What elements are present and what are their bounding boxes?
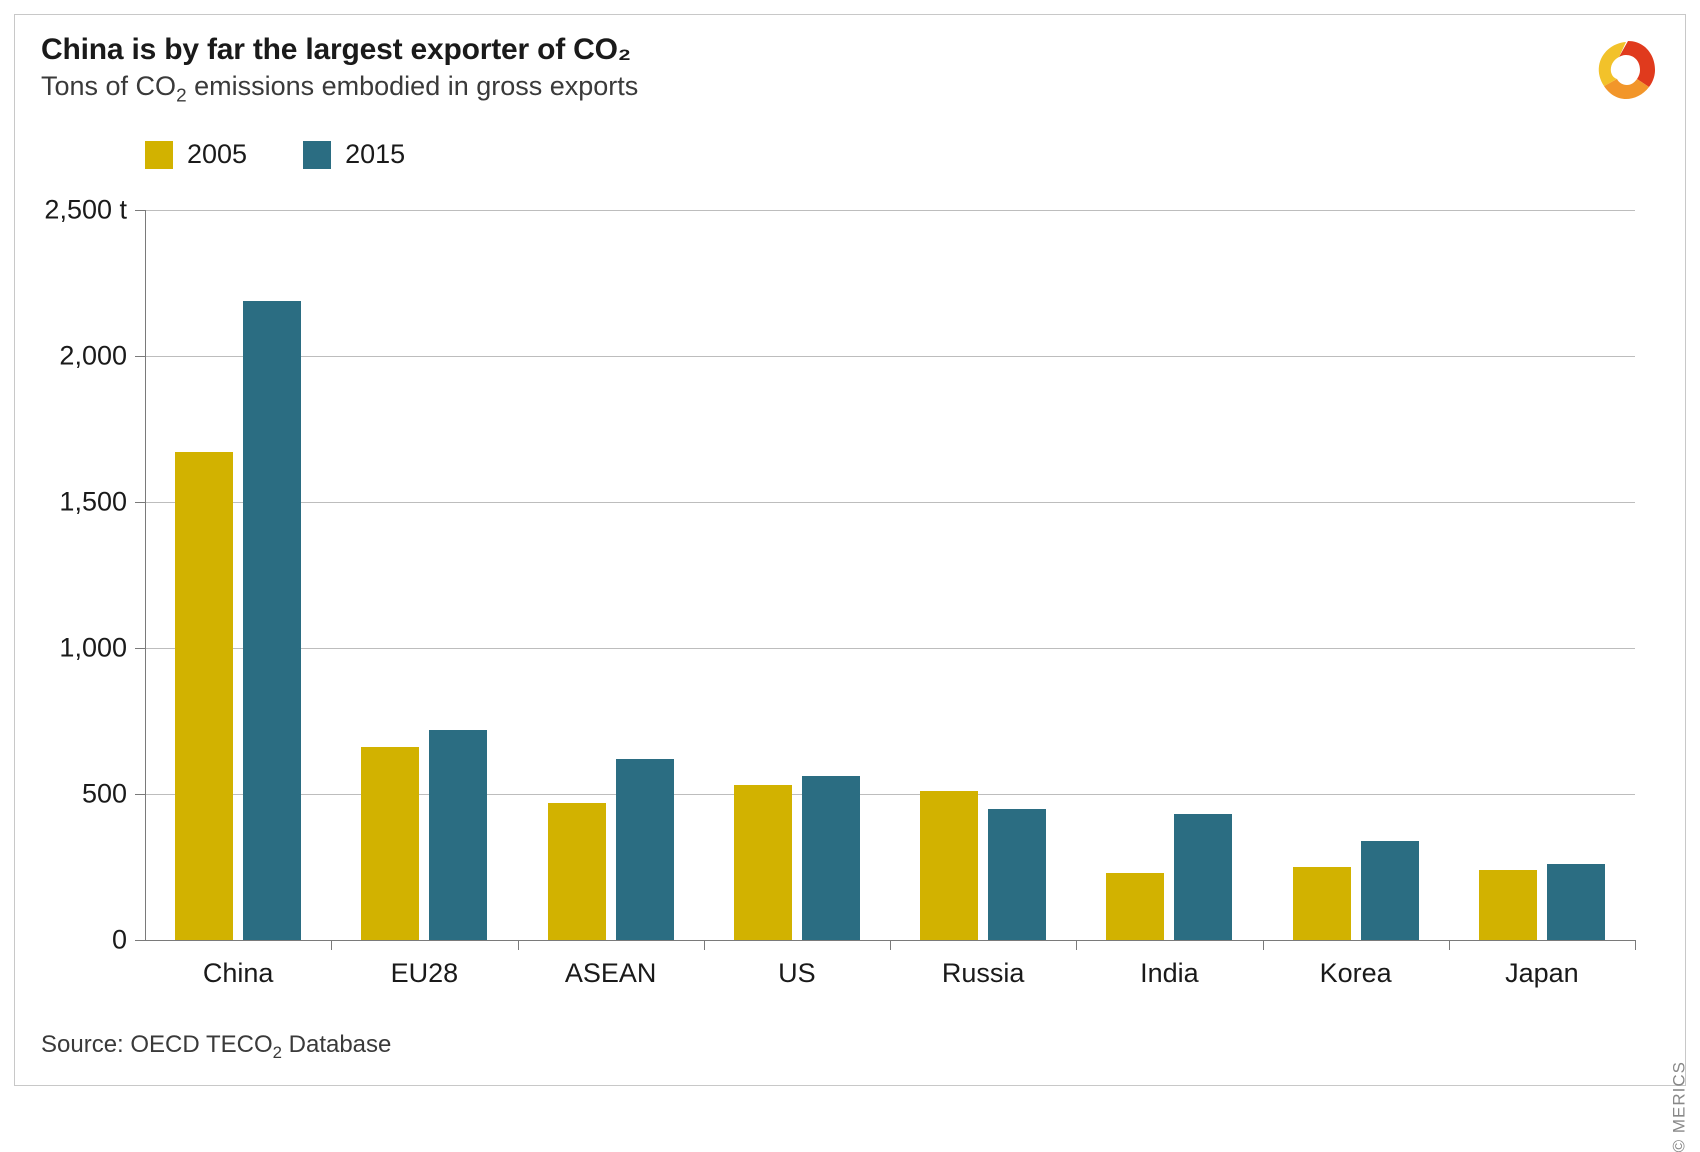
bar-2005-India — [1106, 873, 1164, 940]
source-pre: Source: OECD TECO — [41, 1031, 273, 1058]
legend-swatch-2005 — [145, 141, 173, 169]
merics-logo-icon — [1593, 35, 1663, 105]
x-label-Japan: Japan — [1505, 958, 1579, 989]
y-tick — [135, 502, 145, 503]
bar-2005-US — [734, 785, 792, 940]
legend-swatch-2015 — [303, 141, 331, 169]
x-tick — [890, 940, 891, 950]
chart-subtitle: Tons of CO2 emissions embodied in gross … — [41, 71, 638, 107]
legend-item-2015: 2015 — [303, 139, 405, 170]
legend: 2005 2015 — [145, 139, 405, 170]
y-tick — [135, 210, 145, 211]
y-tick-label: 1,000 — [15, 633, 127, 664]
source-post: Database — [282, 1031, 391, 1058]
bar-2005-ASEAN — [548, 803, 606, 940]
bar-2015-Japan — [1547, 864, 1605, 940]
grid-line — [145, 356, 1635, 357]
x-label-US: US — [778, 958, 816, 989]
bar-2005-Korea — [1293, 867, 1351, 940]
x-tick — [1449, 940, 1450, 950]
subtitle-text-post: emissions embodied in gross exports — [187, 71, 639, 101]
bar-2005-Japan — [1479, 870, 1537, 940]
subtitle-sub: 2 — [176, 85, 187, 106]
legend-label-2015: 2015 — [345, 139, 405, 170]
source-sub: 2 — [273, 1043, 282, 1062]
bar-2005-China — [175, 452, 233, 940]
x-label-EU28: EU28 — [391, 958, 459, 989]
y-tick — [135, 794, 145, 795]
x-tick — [1076, 940, 1077, 950]
y-axis — [145, 210, 146, 940]
copyright-text: © MERICS — [1669, 1061, 1689, 1152]
chart-title: China is by far the largest exporter of … — [41, 33, 631, 67]
x-label-Korea: Korea — [1320, 958, 1392, 989]
grid-line — [145, 210, 1635, 211]
x-label-Russia: Russia — [942, 958, 1025, 989]
source-text: Source: OECD TECO2 Database — [41, 1031, 391, 1063]
y-tick — [135, 356, 145, 357]
bar-2015-ASEAN — [616, 759, 674, 940]
y-tick-label: 500 — [15, 779, 127, 810]
legend-item-2005: 2005 — [145, 139, 247, 170]
x-label-India: India — [1140, 958, 1199, 989]
grid-line — [145, 648, 1635, 649]
bar-2005-EU28 — [361, 747, 419, 940]
y-tick-label: 2,500 t — [15, 195, 127, 226]
x-tick — [704, 940, 705, 950]
bar-2015-China — [243, 301, 301, 940]
chart-frame: China is by far the largest exporter of … — [14, 14, 1686, 1086]
x-tick — [518, 940, 519, 950]
x-tick — [331, 940, 332, 950]
x-tick — [1263, 940, 1264, 950]
x-tick — [1635, 940, 1636, 950]
subtitle-text-pre: Tons of CO — [41, 71, 176, 101]
bar-2015-India — [1174, 814, 1232, 940]
y-tick-label: 1,500 — [15, 487, 127, 518]
y-tick-label: 0 — [15, 925, 127, 956]
grid-line — [145, 502, 1635, 503]
bar-2015-Russia — [988, 809, 1046, 940]
bar-2015-US — [802, 776, 860, 940]
y-tick-label: 2,000 — [15, 341, 127, 372]
plot-area: 05001,0001,5002,0002,500 tChinaEU28ASEAN… — [145, 210, 1635, 940]
legend-label-2005: 2005 — [187, 139, 247, 170]
x-label-China: China — [203, 958, 274, 989]
y-tick — [135, 940, 145, 941]
bar-2005-Russia — [920, 791, 978, 940]
bar-2015-Korea — [1361, 841, 1419, 940]
bar-2015-EU28 — [429, 730, 487, 940]
x-label-ASEAN: ASEAN — [565, 958, 657, 989]
y-tick — [135, 648, 145, 649]
